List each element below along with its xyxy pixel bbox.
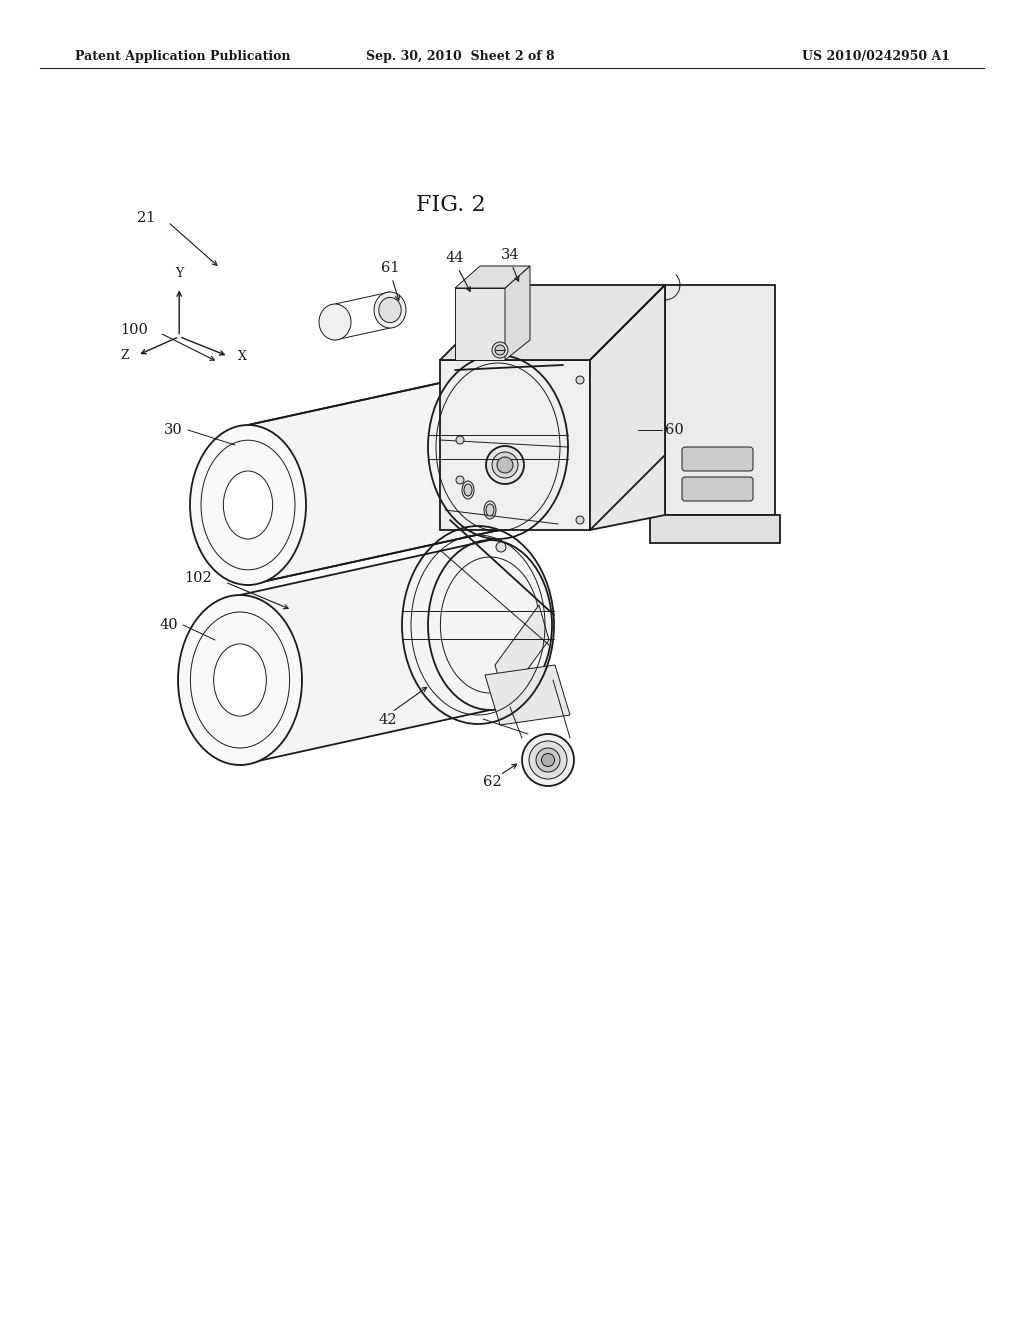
Ellipse shape [484, 502, 496, 519]
Ellipse shape [464, 484, 472, 496]
Text: 30: 30 [164, 422, 183, 437]
Ellipse shape [536, 748, 560, 772]
Ellipse shape [497, 457, 513, 473]
Text: Z: Z [120, 348, 129, 362]
Ellipse shape [440, 557, 540, 693]
Text: Y: Y [175, 267, 183, 280]
Polygon shape [455, 267, 530, 288]
Ellipse shape [575, 516, 584, 524]
FancyBboxPatch shape [682, 447, 753, 471]
Polygon shape [590, 285, 665, 360]
Ellipse shape [542, 754, 555, 767]
Text: Patent Application Publication: Patent Application Publication [75, 50, 291, 62]
Ellipse shape [201, 440, 295, 570]
Polygon shape [505, 267, 530, 360]
Text: 34: 34 [501, 248, 519, 261]
Ellipse shape [486, 446, 524, 484]
Ellipse shape [529, 741, 567, 779]
Ellipse shape [190, 425, 306, 585]
Text: 60: 60 [665, 422, 684, 437]
Text: US 2010/0242950 A1: US 2010/0242950 A1 [802, 50, 950, 62]
Ellipse shape [456, 436, 464, 444]
Text: X: X [238, 350, 247, 363]
Ellipse shape [178, 595, 302, 766]
Text: 62: 62 [482, 775, 502, 789]
Polygon shape [485, 665, 570, 725]
Text: 61: 61 [381, 261, 399, 275]
Polygon shape [440, 360, 590, 531]
Text: 102: 102 [184, 572, 212, 585]
Ellipse shape [496, 543, 506, 552]
Text: 44: 44 [445, 251, 464, 265]
Polygon shape [590, 285, 665, 531]
Ellipse shape [374, 292, 406, 327]
Polygon shape [650, 515, 780, 543]
Ellipse shape [455, 367, 571, 527]
Ellipse shape [466, 383, 560, 512]
Text: 21: 21 [136, 211, 155, 224]
FancyBboxPatch shape [682, 477, 753, 502]
Ellipse shape [319, 304, 351, 341]
Ellipse shape [223, 471, 272, 539]
Polygon shape [248, 367, 513, 585]
Ellipse shape [486, 504, 494, 516]
Text: 42: 42 [379, 713, 397, 727]
Ellipse shape [495, 345, 505, 355]
Ellipse shape [190, 612, 290, 748]
Ellipse shape [214, 644, 266, 717]
Polygon shape [665, 285, 775, 515]
Ellipse shape [492, 342, 508, 358]
Polygon shape [455, 288, 505, 360]
Ellipse shape [462, 480, 474, 499]
Text: 40: 40 [160, 618, 178, 632]
Polygon shape [240, 540, 490, 766]
Polygon shape [440, 285, 665, 360]
Text: Sep. 30, 2010  Sheet 2 of 8: Sep. 30, 2010 Sheet 2 of 8 [366, 50, 554, 62]
Text: FIG. 2: FIG. 2 [416, 194, 485, 215]
Ellipse shape [522, 734, 574, 785]
Ellipse shape [492, 451, 518, 478]
Ellipse shape [575, 376, 584, 384]
Ellipse shape [456, 477, 464, 484]
Text: 100: 100 [120, 323, 148, 337]
Ellipse shape [379, 297, 401, 322]
Ellipse shape [428, 540, 552, 710]
Polygon shape [590, 285, 665, 531]
Polygon shape [495, 605, 549, 700]
